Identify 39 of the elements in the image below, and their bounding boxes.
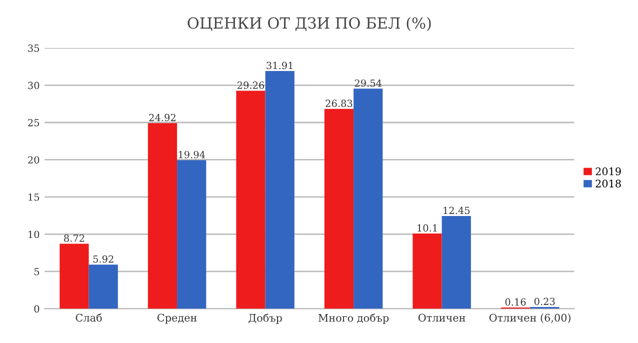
- bar: [265, 71, 294, 309]
- x-tick-label: Много добър: [318, 314, 389, 324]
- data-label: 5.92: [93, 255, 114, 263]
- data-label: 0.16: [505, 298, 526, 306]
- legend-label: 2018: [596, 180, 621, 188]
- y-tick-label: 25: [28, 118, 40, 126]
- data-label: 12.45: [444, 206, 470, 214]
- bar: [412, 233, 442, 309]
- data-label: 8.72: [64, 234, 84, 242]
- legend-label: 2019: [596, 167, 621, 176]
- bar: [177, 160, 206, 309]
- bar: [442, 216, 471, 309]
- bar: [324, 108, 354, 309]
- data-label: 10.1: [418, 224, 437, 232]
- y-tick-label: 15: [28, 193, 40, 201]
- bar: [88, 264, 118, 309]
- data-label: 24.92: [149, 114, 176, 122]
- x-tick-label: Слаб: [76, 313, 102, 322]
- x-tick-label: Добър: [248, 314, 282, 324]
- y-tick-label: 0: [34, 305, 40, 313]
- chart-title: ОЦЕНКИ ОТ ДЗИ ПО БЕЛ (%): [188, 16, 431, 31]
- data-label: 29.54: [354, 79, 382, 87]
- y-tick-label: 30: [28, 82, 40, 90]
- data-label: 26.83: [326, 100, 352, 107]
- data-label: 29.26: [237, 82, 264, 89]
- x-tick-label: Отличен: [418, 314, 466, 322]
- bar: [60, 244, 89, 309]
- bar: [354, 88, 383, 309]
- bar: [236, 90, 266, 309]
- x-tick-label: Отличен (6,00): [489, 314, 570, 324]
- data-label: 0.23: [534, 298, 555, 306]
- y-tick-label: 10: [28, 230, 40, 238]
- bar: [148, 123, 178, 309]
- data-label: 19.94: [178, 150, 206, 158]
- x-tick-label: Среден: [157, 314, 197, 324]
- y-tick-label: 20: [28, 156, 40, 164]
- y-tick-label: 35: [28, 44, 40, 52]
- data-label: 31.91: [266, 62, 292, 70]
- y-tick-label: 5: [34, 268, 40, 276]
